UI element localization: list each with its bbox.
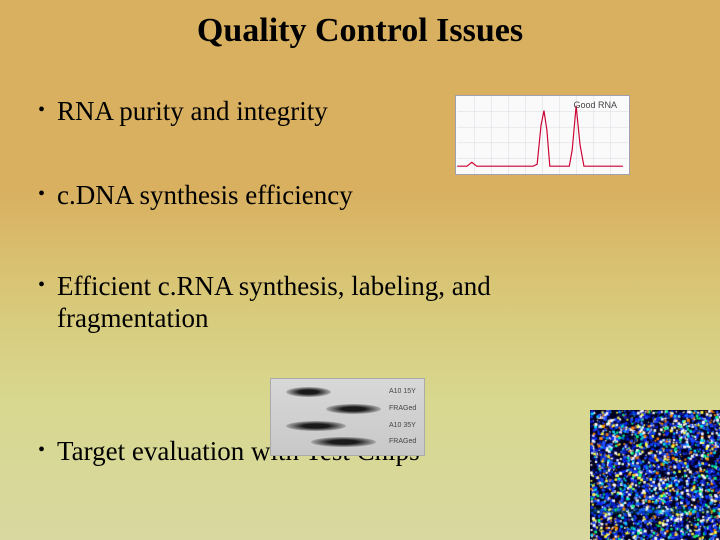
bullet-text: Efficient c.RNA synthesis, labeling, and… xyxy=(57,270,587,335)
bullet-item: • c.DNA synthesis efficiency xyxy=(38,179,720,211)
bullet-mark: • xyxy=(38,95,45,125)
gel-band xyxy=(326,404,381,414)
rna-graph-label: Good RNA xyxy=(573,100,617,110)
chip-canvas xyxy=(590,410,720,540)
bullet-text: RNA purity and integrity xyxy=(57,95,328,127)
rna-trace-graph: Good RNA xyxy=(455,95,630,175)
bullet-mark: • xyxy=(38,179,45,209)
slide-title: Quality Control Issues xyxy=(0,0,720,50)
gel-band-label: FRAGed xyxy=(389,405,416,412)
gel-band xyxy=(286,421,346,431)
gel-band xyxy=(286,387,331,397)
gel-band xyxy=(311,437,376,447)
bullet-item: • Efficient c.RNA synthesis, labeling, a… xyxy=(38,270,720,335)
gel-band-label: A10 35Y xyxy=(389,422,416,429)
bullet-mark: • xyxy=(38,435,45,465)
bullet-text: c.DNA synthesis efficiency xyxy=(57,179,353,211)
gel-image: A10 15Y FRAGed A10 35Y FRAGed xyxy=(270,378,425,456)
test-chip-image xyxy=(590,410,720,540)
gel-band-label: FRAGed xyxy=(389,438,416,445)
gel-band-label: A10 15Y xyxy=(389,388,416,395)
bullet-mark: • xyxy=(38,270,45,300)
